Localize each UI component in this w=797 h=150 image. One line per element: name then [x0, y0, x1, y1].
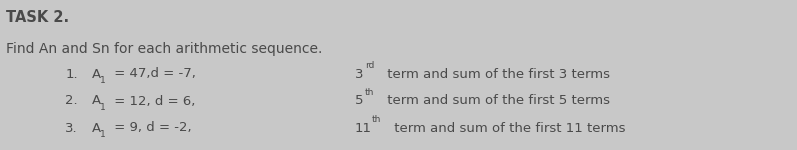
Text: A: A: [92, 68, 100, 81]
Text: = 47,d = -7,: = 47,d = -7,: [110, 68, 196, 81]
Text: 11: 11: [355, 122, 371, 135]
Text: term and sum of the first 11 terms: term and sum of the first 11 terms: [390, 122, 625, 135]
Text: 1: 1: [100, 103, 106, 112]
Text: th: th: [365, 88, 375, 97]
Text: A: A: [92, 122, 100, 135]
Text: 1: 1: [100, 76, 106, 85]
Text: Find An and Sn for each arithmetic sequence.: Find An and Sn for each arithmetic seque…: [6, 42, 323, 56]
Text: TASK 2.: TASK 2.: [6, 11, 69, 26]
Text: term and sum of the first 5 terms: term and sum of the first 5 terms: [383, 94, 611, 108]
Text: term and sum of the first 3 terms: term and sum of the first 3 terms: [383, 68, 611, 81]
Text: th: th: [371, 115, 381, 124]
Text: 3.: 3.: [65, 122, 78, 135]
Text: 1: 1: [100, 130, 106, 139]
Text: 5: 5: [355, 94, 363, 108]
Text: = 12, d = 6,: = 12, d = 6,: [110, 94, 195, 108]
Text: 2.: 2.: [65, 94, 78, 108]
Text: A: A: [92, 94, 100, 108]
Text: = 9, d = -2,: = 9, d = -2,: [110, 122, 191, 135]
Text: 1.: 1.: [65, 68, 78, 81]
Text: 3: 3: [355, 68, 363, 81]
Text: rd: rd: [365, 61, 375, 70]
